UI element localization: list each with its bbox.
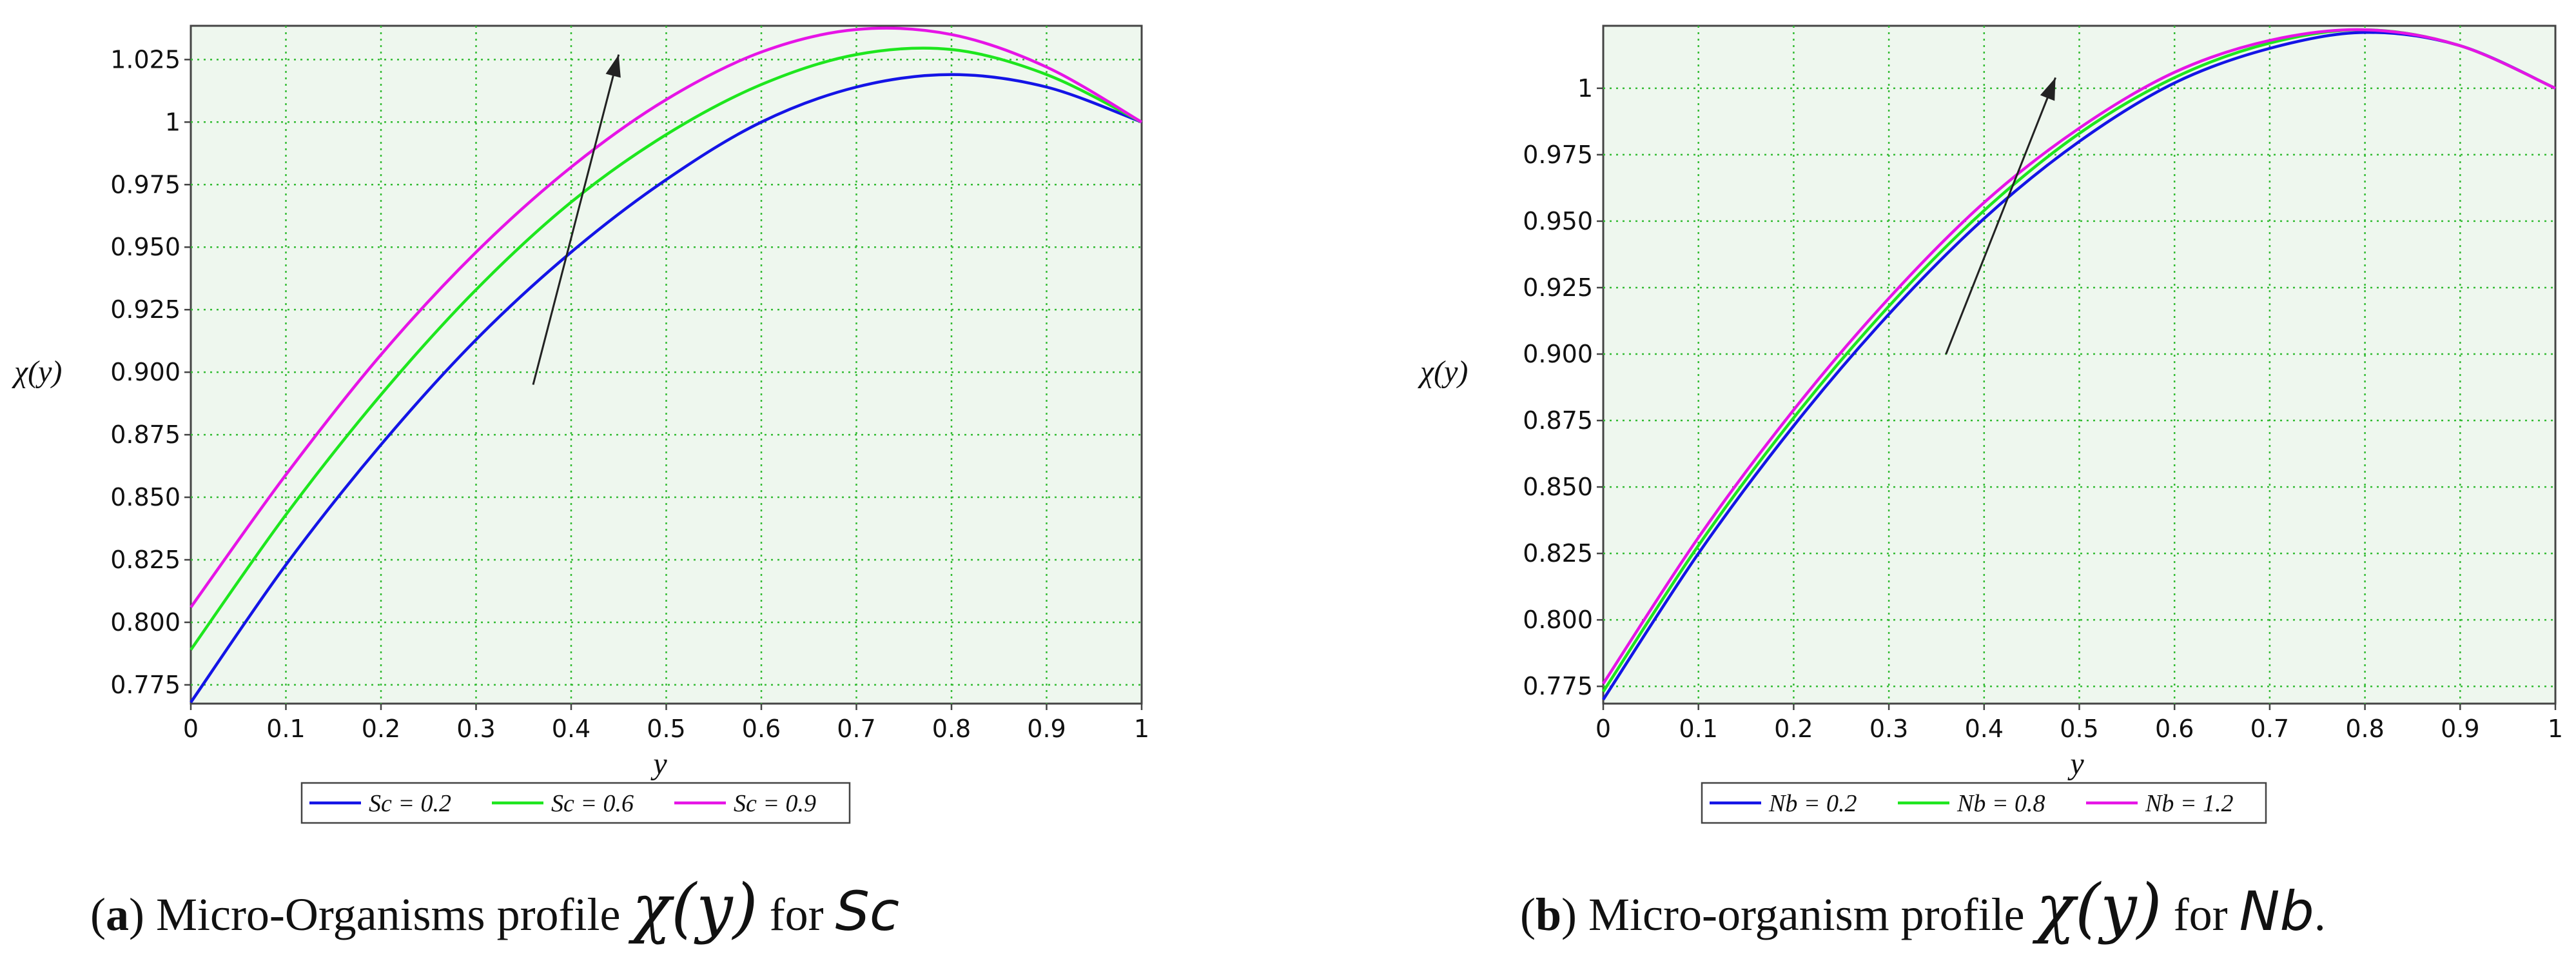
chart-panel-a: 0.775 0.800 0.825 0.850 0.875 0.900 0.925 0.950… xyxy=(12,25,1149,824)
x-tick-label: 0.4 xyxy=(1965,715,2004,743)
caption-b-end: . xyxy=(2314,889,2326,940)
caption-a-arg: (y) xyxy=(671,870,758,945)
x-tick-label: 0.8 xyxy=(2345,715,2384,743)
caption-b-chi: χ xyxy=(2033,870,2079,945)
x-tick-label: 0 xyxy=(183,715,199,743)
legend-label-2: Sc = 0.6 xyxy=(551,790,634,817)
y-tick-label: 0.925 xyxy=(1523,273,1593,302)
y-tick-label: 0.975 xyxy=(1523,141,1593,169)
x-tick-label: 0.2 xyxy=(362,715,400,743)
y-tick-label: 0.825 xyxy=(110,546,181,574)
caption-a-chi: χ xyxy=(629,870,675,945)
y-tick-label: 0.950 xyxy=(1523,207,1593,235)
caption-a-text: Micro-Organisms profile xyxy=(144,889,632,940)
legend-box-a xyxy=(300,782,851,824)
caption-a-for: for xyxy=(758,889,835,940)
y-tick-label: 0.875 xyxy=(110,420,181,449)
series-lines-b xyxy=(1602,28,2556,701)
x-tick-label: 0.5 xyxy=(647,715,685,743)
x-ticks-b: 0 0.1 0.2 0.3 0.4 0.5 0.6 0.7 0.8 0.9 1 xyxy=(1595,704,2563,743)
y-tick-label: 0.925 xyxy=(110,295,181,324)
x-tick-label: 0.7 xyxy=(837,715,875,743)
series-line-1 xyxy=(1602,31,2556,701)
series-line-1 xyxy=(190,73,1142,704)
x-tick-label: 0.2 xyxy=(1774,715,1813,743)
y-tick-label: 0.850 xyxy=(1523,473,1593,501)
y-tick-label: 0.950 xyxy=(110,233,181,261)
plot-area-a xyxy=(190,25,1143,705)
x-axis-label-b: y xyxy=(2067,747,2084,781)
x-tick-label: 0.7 xyxy=(2250,715,2289,743)
y-tick-label: 0.775 xyxy=(110,671,181,699)
legend-b: Nb = 0.2 Nb = 0.8 Nb = 1.2 xyxy=(1701,782,2267,824)
x-tick-label: 0.6 xyxy=(742,715,781,743)
y-tick-label: 1.025 xyxy=(110,45,181,74)
y-tick-label: 1 xyxy=(165,108,181,136)
grid-b xyxy=(1603,26,2555,704)
caption-b-for: for xyxy=(2162,889,2239,940)
caption-b-arg: (y) xyxy=(2075,870,2162,945)
y-tick-label: 0.900 xyxy=(1523,340,1593,368)
y-tick-label: 0.775 xyxy=(1523,672,1593,700)
arrow-shaft xyxy=(532,54,620,385)
x-tick-label: 0.6 xyxy=(2155,715,2194,743)
legend-label-3: Sc = 0.9 xyxy=(734,790,816,817)
caption-a-var: Sc xyxy=(835,880,900,943)
arrow-head xyxy=(605,54,621,78)
caption-b-letter: b xyxy=(1536,889,1561,940)
legend-label-1: Sc = 0.2 xyxy=(369,790,451,817)
series-line-2 xyxy=(190,46,1143,651)
y-tick-label: 0.800 xyxy=(1523,606,1593,634)
y-tick-label: 0.900 xyxy=(110,358,181,386)
y-tick-label: 1 xyxy=(1577,74,1593,103)
x-tick-label: 0.9 xyxy=(1027,715,1066,743)
arrow-head xyxy=(2040,77,2056,101)
y-tick-label: 0.975 xyxy=(110,170,181,199)
y-axis-label-b: χ(y) xyxy=(1418,355,1468,389)
x-tick-label: 0.1 xyxy=(266,715,305,743)
y-axis-label-a: χ(y) xyxy=(12,355,62,389)
x-tick-label: 0.1 xyxy=(1679,715,1717,743)
series-line-3 xyxy=(1602,28,2556,685)
x-tick-label: 0.8 xyxy=(932,715,971,743)
chart-panel-b: 0.775 0.800 0.825 0.850 0.875 0.900 0.925 0.950… xyxy=(1418,25,2563,824)
y-ticks-a: 0.775 0.800 0.825 0.850 0.875 0.900 0.925 0.950… xyxy=(110,45,191,699)
y-tick-label: 0.825 xyxy=(1523,539,1593,568)
x-tick-label: 1 xyxy=(2548,715,2563,743)
legend-label-2: Nb = 0.8 xyxy=(1956,790,2045,817)
x-tick-label: 0.3 xyxy=(456,715,495,743)
x-tick-label: 1 xyxy=(1134,715,1149,743)
x-tick-label: 0.4 xyxy=(552,715,590,743)
caption-b: (b) Micro-organism profile χ(y) for Nb. xyxy=(1520,870,2326,945)
y-ticks-b: 0.775 0.800 0.825 0.850 0.875 0.900 0.925 0.950… xyxy=(1523,74,1603,700)
y-tick-label: 0.875 xyxy=(1523,406,1593,435)
caption-a: (a) Micro-Organisms profile χ(y) for Sc xyxy=(90,870,899,945)
caption-a-letter: a xyxy=(106,889,129,940)
x-tick-label: 0.3 xyxy=(1869,715,1908,743)
series-lines-a xyxy=(190,26,1143,704)
trend-arrow-b xyxy=(1945,77,2056,355)
x-ticks-a: 0 0.1 0.2 0.3 0.4 0.5 0.6 0.7 0.8 0.9 1 xyxy=(183,704,1149,743)
x-tick-label: 0.5 xyxy=(2060,715,2098,743)
series-line-3 xyxy=(190,26,1143,609)
arrow-shaft xyxy=(1945,77,2056,355)
trend-arrow-a xyxy=(532,54,621,385)
x-tick-label: 0.9 xyxy=(2441,715,2479,743)
legend-a: Sc = 0.2 Sc = 0.6 Sc = 0.9 xyxy=(300,782,851,824)
caption-b-var: Nb xyxy=(2239,880,2314,943)
legend-box-b xyxy=(1701,782,2267,824)
x-axis-label-a: y xyxy=(650,747,667,781)
caption-b-text: Micro-organism profile xyxy=(1577,889,2036,940)
y-tick-label: 0.800 xyxy=(110,608,181,637)
legend-label-1: Nb = 0.2 xyxy=(1768,790,1857,817)
y-tick-label: 0.850 xyxy=(110,483,181,511)
x-tick-label: 0 xyxy=(1595,715,1611,743)
legend-label-3: Nb = 1.2 xyxy=(2145,790,2234,817)
